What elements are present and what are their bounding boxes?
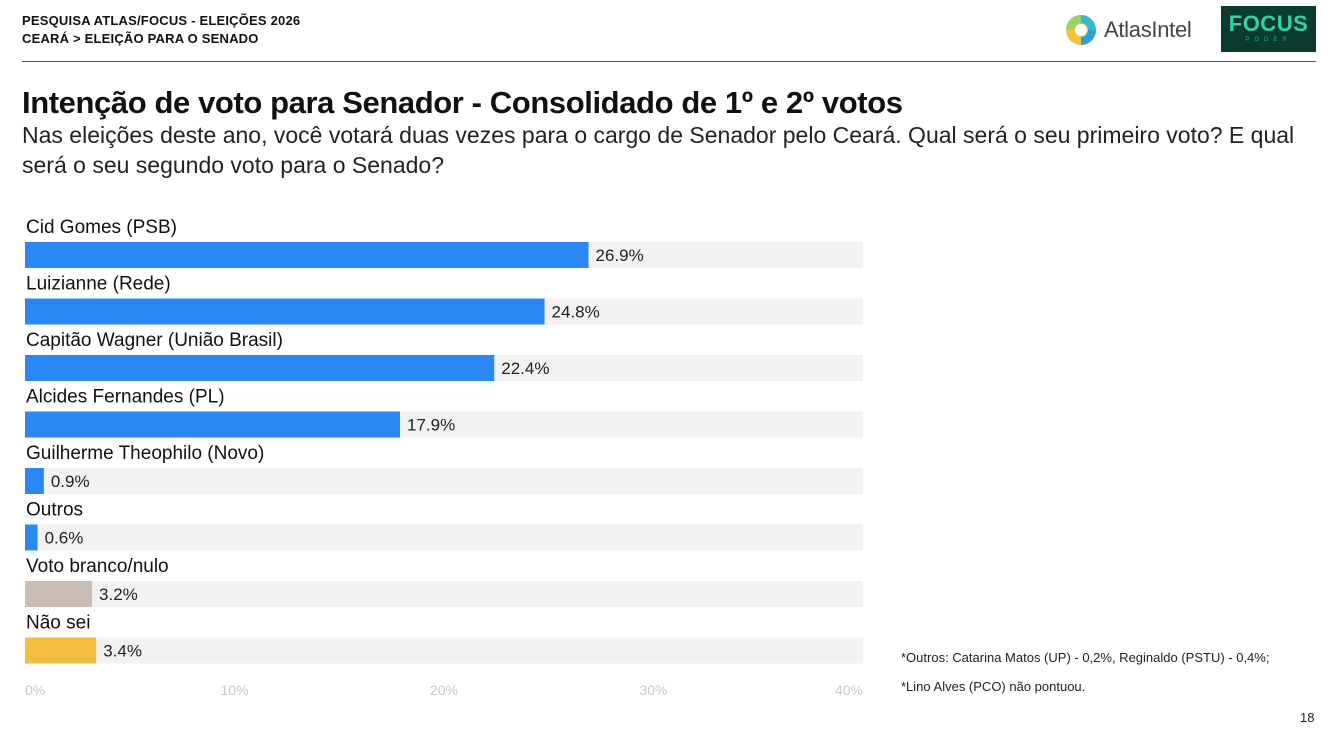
bar-track xyxy=(25,468,863,494)
footnote-outros: *Outros: Catarina Matos (UP) - 0,2%, Reg… xyxy=(901,650,1270,665)
value-label: 3.4% xyxy=(103,642,142,661)
category-label: Guilherme Theophilo (Novo) xyxy=(26,443,264,464)
value-label: 22.4% xyxy=(501,359,549,378)
footnote-lino-alves: *Lino Alves (PCO) não pontuou. xyxy=(901,679,1086,694)
atlasintel-logo-text: AtlasIntel xyxy=(1104,17,1192,42)
category-label: Cid Gomes (PSB) xyxy=(26,217,177,238)
atlasintel-logo-icon xyxy=(1066,15,1096,45)
bar xyxy=(25,242,589,268)
category-label: Não sei xyxy=(26,613,90,634)
x-tick-label: 0% xyxy=(25,682,45,698)
bar xyxy=(25,298,545,325)
value-label: 0.9% xyxy=(51,472,90,491)
chart-subtitle: Nas eleições deste ano, você votará duas… xyxy=(22,122,1295,178)
section-breadcrumb: CEARÁ > ELEIÇÃO PARA O SENADO xyxy=(22,31,259,46)
bar xyxy=(25,581,93,607)
value-label: 26.9% xyxy=(596,246,644,265)
category-label: Voto branco/nulo xyxy=(26,556,169,577)
focus-logo-subtext: PODER xyxy=(1245,37,1292,43)
x-tick-label: 40% xyxy=(835,682,863,698)
bar xyxy=(25,637,97,664)
category-label: Outros xyxy=(26,500,83,521)
bar-track xyxy=(25,637,863,664)
category-label: Alcides Fernandes (PL) xyxy=(26,387,225,408)
value-label: 24.8% xyxy=(552,303,600,322)
focus-logo-text: FOCUS xyxy=(1228,11,1309,36)
bar xyxy=(25,355,495,381)
category-label: Capitão Wagner (União Brasil) xyxy=(26,330,283,351)
bar-track xyxy=(25,524,863,551)
value-label: 3.2% xyxy=(99,585,138,604)
bar xyxy=(25,411,401,438)
value-label: 17.9% xyxy=(407,416,455,435)
focus-logo: FOCUS PODER xyxy=(1221,6,1316,52)
bar xyxy=(25,468,44,494)
header-divider xyxy=(22,61,1316,62)
page-number: 18 xyxy=(1300,710,1315,725)
bar-track xyxy=(25,581,863,607)
survey-header: PESQUISA ATLAS/FOCUS - ELEIÇÕES 2026 xyxy=(22,13,301,28)
value-label: 0.6% xyxy=(45,529,84,548)
bar xyxy=(25,524,38,551)
category-label: Luizianne (Rede) xyxy=(26,274,171,295)
x-tick-label: 10% xyxy=(220,682,248,698)
x-tick-label: 20% xyxy=(430,682,458,698)
chart-title: Intenção de voto para Senador - Consolid… xyxy=(22,85,903,120)
x-tick-label: 30% xyxy=(639,682,667,698)
atlasintel-logo: AtlasIntel xyxy=(1064,11,1204,49)
